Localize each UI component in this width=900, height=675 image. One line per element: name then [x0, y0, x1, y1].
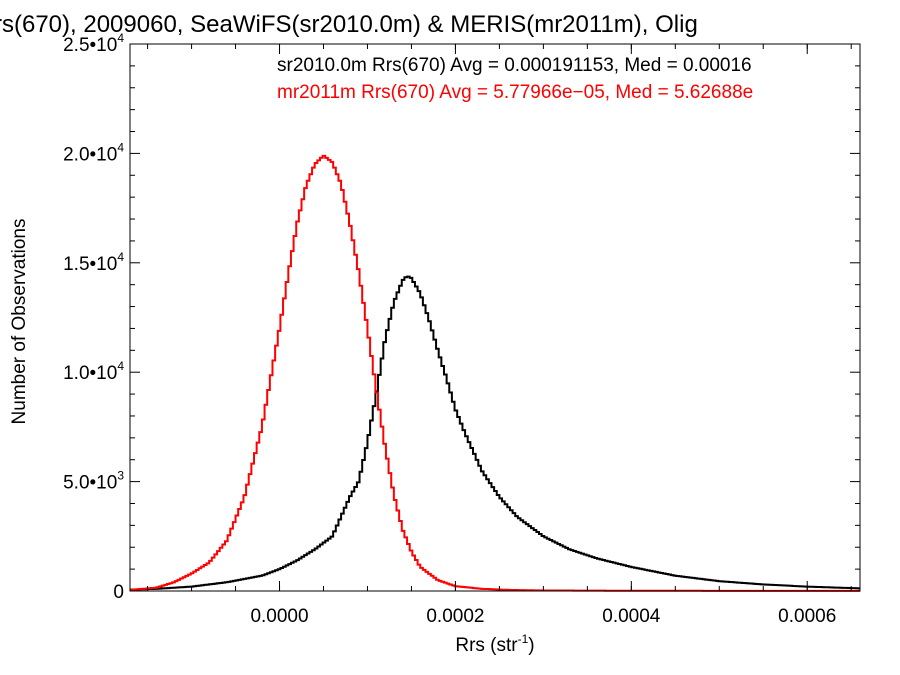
annotation-line-2: mr2011m Rrs(670) Avg = 5.77966e−05, Med …	[277, 82, 753, 103]
annotation-line-1: sr2010.0m Rrs(670) Avg = 0.000191153, Me…	[277, 55, 752, 76]
y-axis-label: Number of Observations	[9, 219, 30, 425]
chart-title: rs(670), 2009060, SeaWiFS(sr2010.0m) & M…	[0, 11, 698, 38]
y-axis: 05.0•103 1.0•104 1.5•104 2.0•104 2.5•104	[63, 31, 860, 603]
x-axis-label-superscript: -1	[518, 632, 529, 646]
y-tick-exponent: 3	[117, 469, 124, 483]
x-axis-label: Rrs (str-1)	[455, 632, 534, 656]
legend-annotations: sr2010.0m Rrs(670) Avg = 0.000191153, Me…	[277, 55, 753, 103]
y-tick-label: 1.0•104	[63, 359, 124, 384]
y-tick-mantissa: 1.5•10	[63, 254, 117, 275]
y-tick-label: 1.5•104	[63, 250, 124, 275]
y-tick-mantissa: 0	[113, 582, 124, 603]
y-tick-exponent: 4	[117, 359, 124, 373]
x-tick-label: 0.0000	[250, 606, 308, 627]
x-axis: 0.0000 0.0002 0.0004 0.0006	[147, 44, 852, 627]
x-tick-label: 0.0004	[602, 606, 661, 627]
y-tick-exponent: 4	[117, 250, 124, 264]
y-tick-mantissa: 5.0•10	[63, 473, 117, 494]
y-tick-label: 0	[113, 582, 124, 603]
x-tick-label: 0.0002	[426, 606, 484, 627]
plot-frame	[129, 43, 861, 592]
y-tick-mantissa: 2.5•10	[63, 35, 117, 56]
y-tick-exponent: 4	[117, 31, 124, 45]
y-tick-label: 2.0•104	[63, 140, 124, 165]
y-tick-label: 5.0•103	[63, 469, 124, 494]
series-line-0	[130, 275, 860, 591]
x-axis-label-close: )	[528, 635, 534, 656]
y-tick-label: 2.5•104	[63, 31, 124, 56]
x-axis-label-main: Rrs (str	[455, 635, 518, 656]
y-tick-mantissa: 1.0•10	[63, 363, 117, 384]
x-tick-label: 0.0006	[778, 606, 836, 627]
y-tick-exponent: 4	[117, 140, 124, 154]
series-line-1	[130, 154, 860, 592]
y-tick-mantissa: 2.0•10	[63, 144, 117, 165]
series-layer	[130, 154, 860, 592]
